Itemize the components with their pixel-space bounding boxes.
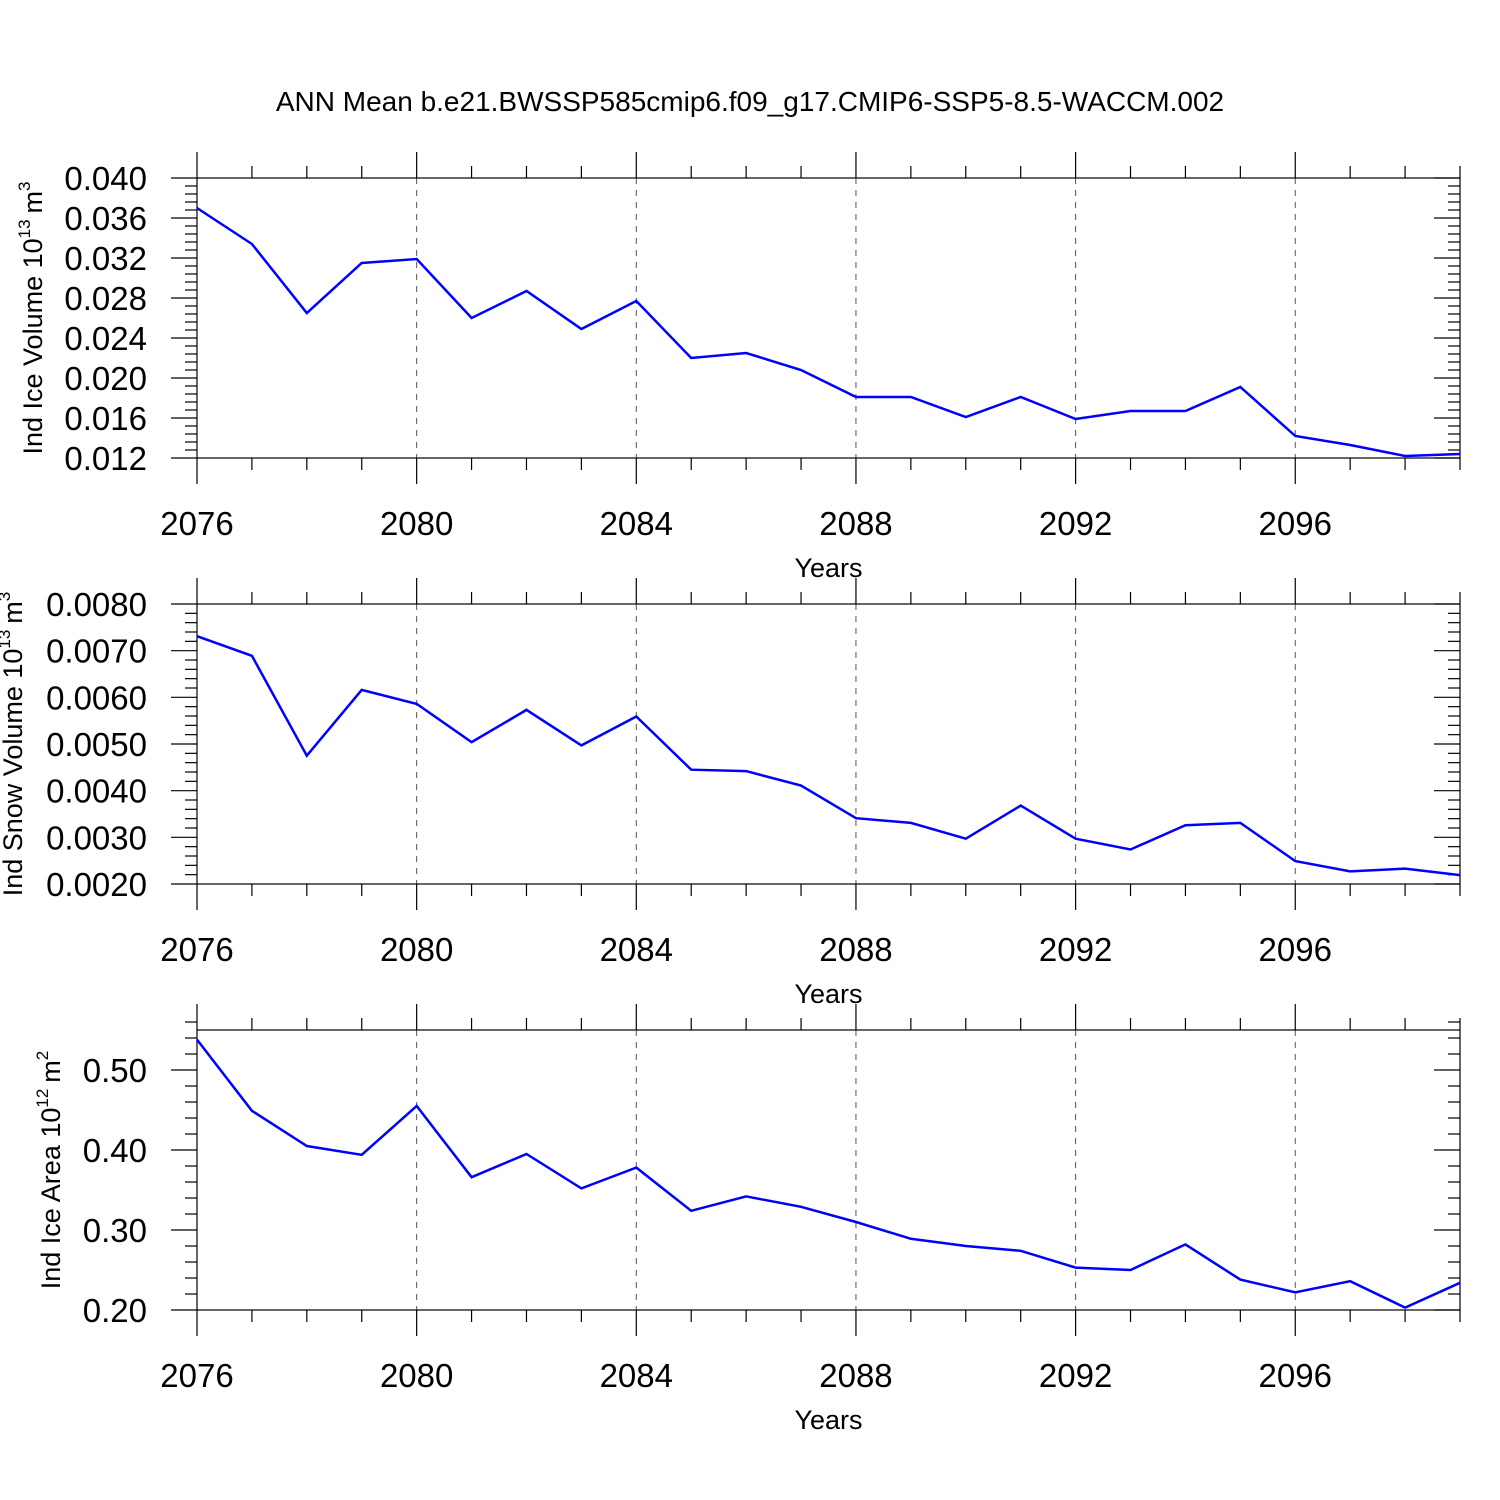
chart-panel-3: 2076 2080 2084 2088 2092 2096 Years 0.20 0.30 0.4…: [33, 1004, 1461, 1435]
x-axis-label: Years: [794, 1405, 862, 1435]
y-tick-label: 0.012: [64, 440, 147, 477]
y-axis-label-unit-exponent: 2: [33, 1051, 52, 1060]
x-tick-label: 2092: [1039, 1357, 1112, 1394]
x-tick-label: 2076: [160, 505, 233, 542]
y-tick-label: 0.020: [64, 360, 147, 397]
y-tick-label: 0.0070: [46, 633, 147, 670]
x-tick-label: 2096: [1259, 1357, 1332, 1394]
y-axis-label-main: Ind Ice Volume 10: [18, 238, 48, 454]
y-axis-label-unit: m: [18, 191, 48, 214]
x-tick-label: 2084: [600, 1357, 673, 1394]
y-tick-label: 0.30: [83, 1212, 147, 1249]
x-tick-label: 2080: [380, 1357, 453, 1394]
y-axis-label-unit-exponent: 3: [15, 181, 34, 190]
y-tick-label: 0.0040: [46, 773, 147, 810]
chart-panel-2: 2076 2080 2084 2088 2092 2096 Years 0.0020 0.003…: [0, 578, 1461, 1009]
y-tick-label: 0.0080: [46, 586, 147, 623]
figure-title: ANN Mean b.e21.BWSSP585cmip6.f09_g17.CMI…: [275, 86, 1225, 117]
x-tick-label: 2080: [380, 505, 453, 542]
x-tick-label: 2092: [1039, 505, 1112, 542]
series-line: [196, 206, 1461, 458]
x-tick-label: 2092: [1039, 931, 1112, 968]
y-axis-label-unit: m: [36, 1060, 66, 1083]
y-axis-label-main: Ind Ice Area 10: [36, 1108, 66, 1290]
y-tick-label: 0.0060: [46, 679, 147, 716]
x-tick-label: 2088: [819, 505, 892, 542]
y-axis-label-exponent: 13: [0, 630, 14, 649]
y-tick-label: 0.0020: [46, 866, 147, 903]
x-axis-label: Years: [794, 553, 862, 583]
x-tick-label: 2080: [380, 931, 453, 968]
y-axis-label: Ind Ice Volume 1013 m3: [15, 181, 48, 454]
y-tick-label: 0.040: [64, 160, 147, 197]
y-tick-label: 0.036: [64, 200, 147, 237]
x-tick-label: 2076: [160, 931, 233, 968]
x-tick-label: 2088: [819, 931, 892, 968]
y-tick-label: 0.016: [64, 400, 147, 437]
x-tick-label: 2084: [600, 931, 673, 968]
plot-frame: [196, 1029, 1461, 1311]
y-axis-label-unit-exponent: 3: [0, 592, 14, 601]
y-tick-label: 0.0050: [46, 726, 147, 763]
y-axis-label-exponent: 12: [33, 1089, 52, 1108]
y-axis-label-main: Ind Snow Volume 10: [0, 649, 28, 897]
x-tick-label: 2096: [1259, 505, 1332, 542]
y-tick-label: 0.40: [83, 1132, 147, 1169]
x-tick-label: 2088: [819, 1357, 892, 1394]
x-tick-label: 2084: [600, 505, 673, 542]
y-tick-label: 0.024: [64, 320, 147, 357]
chart-panel-1: 2076 2080 2084 2088 2092 2096Years0.0120.0160…: [15, 152, 1461, 583]
plot-frame: [196, 603, 1461, 885]
y-tick-label: 0.20: [83, 1292, 147, 1329]
y-tick-label: 0.032: [64, 240, 147, 277]
plot-frame: [196, 177, 1461, 459]
x-tick-label: 2096: [1259, 931, 1332, 968]
x-tick-label: 2076: [160, 1357, 233, 1394]
y-axis-label-unit: m: [0, 601, 28, 624]
y-axis-label: Ind Snow Volume 1013 m3: [0, 592, 28, 897]
y-axis-label-exponent: 13: [15, 219, 34, 238]
series-line: [196, 635, 1461, 877]
y-tick-label: 0.0030: [46, 819, 147, 856]
series-line: [196, 1038, 1461, 1309]
y-tick-label: 0.028: [64, 280, 147, 317]
y-axis-label: Ind Ice Area 1012 m2: [33, 1051, 66, 1290]
y-tick-label: 0.50: [83, 1052, 147, 1089]
x-axis-label: Years: [794, 979, 862, 1009]
